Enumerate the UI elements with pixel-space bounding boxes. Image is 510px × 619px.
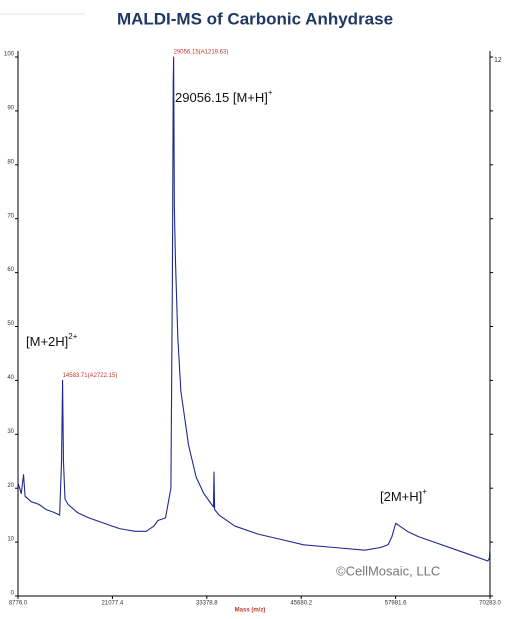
annotation: [2M+H]+ bbox=[380, 487, 427, 504]
chart-title: MALDI-MS of Carbonic Anhydrase bbox=[117, 9, 393, 28]
peak-label: 29056.15(A1219.63) bbox=[174, 50, 229, 56]
x-tick-label: 45680.2 bbox=[290, 601, 312, 607]
y-tick-label: 10 bbox=[7, 537, 14, 543]
peak-label: 14583.71(A2722.15) bbox=[63, 373, 118, 379]
annotation: 29056.15 [M+H]+ bbox=[175, 88, 273, 105]
watermark: ©CellMosaic, LLC bbox=[336, 563, 440, 578]
spectrum-line bbox=[17, 56, 491, 562]
y-tick-label: 0 bbox=[11, 591, 15, 597]
x-tick-label: 8776.0 bbox=[9, 601, 28, 607]
y-tick-label: 80 bbox=[7, 159, 14, 165]
x-tick-label: 70283.0 bbox=[479, 601, 501, 607]
x-tick-label: 21077.4 bbox=[102, 601, 124, 607]
annotation-text: [M+2H] bbox=[26, 334, 68, 349]
y-tick-label: 30 bbox=[7, 429, 14, 435]
y-tick-label: 20 bbox=[7, 483, 14, 489]
annotation-sup: 2+ bbox=[68, 332, 77, 341]
x-tick-label: 33378.8 bbox=[196, 601, 218, 607]
y-tick-label: 90 bbox=[7, 105, 14, 111]
x-tick-label: 57981.6 bbox=[385, 601, 407, 607]
y-tick-label: 40 bbox=[7, 375, 14, 381]
annotation-sup: + bbox=[422, 487, 427, 496]
y-tick-label: 70 bbox=[7, 213, 14, 219]
y-tick-label: 60 bbox=[7, 267, 14, 273]
annotation: [M+2H]2+ bbox=[26, 332, 78, 349]
annotation-text: [2M+H] bbox=[380, 489, 422, 504]
y-tick-label: 50 bbox=[7, 321, 14, 327]
x-axis-label: Mass (m/z) bbox=[235, 608, 266, 614]
y-tick-label: 100 bbox=[4, 52, 15, 58]
annotation-text: 29056.15 [M+H] bbox=[175, 90, 268, 105]
annotation-sup: + bbox=[268, 88, 273, 97]
right-axis-label: 12 bbox=[494, 57, 502, 64]
